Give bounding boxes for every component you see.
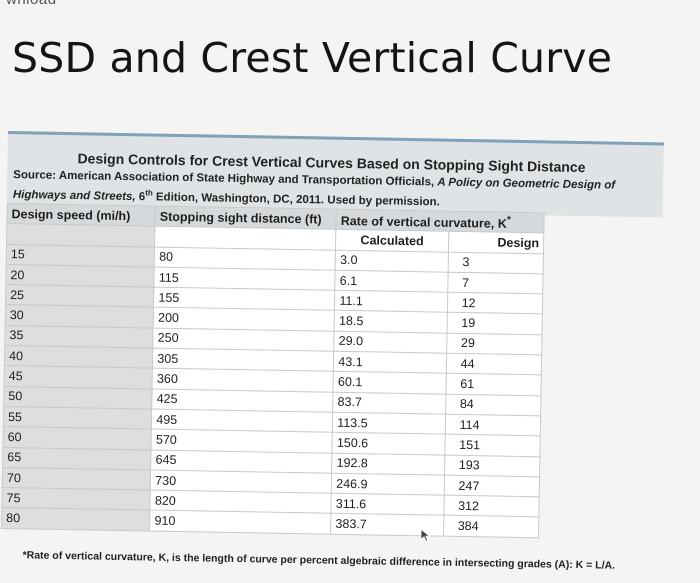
cell-k-calculated: 113.5 [332, 412, 446, 435]
header-design-speed: Design speed (mi/h) [6, 203, 156, 227]
cell-k-calculated: 192.8 [331, 452, 445, 476]
cell-k-calculated: 11.1 [334, 290, 448, 313]
cell-design-speed: 20 [5, 264, 155, 288]
subheader-blank-speed [6, 223, 156, 247]
table-body: 15 80 3.0 3 20 115 6.1 7 25 155 11.1 12 30 200 18.5 19 3… [1, 244, 544, 538]
cell-design-speed: 35 [4, 325, 154, 349]
cell-k-design: 151 [444, 434, 541, 457]
source-text: American Association of State Highway an… [55, 169, 438, 189]
cell-k-calculated: 150.6 [332, 432, 445, 455]
header-rate-footnote-mark: * [506, 214, 511, 226]
cell-design-speed: 45 [4, 365, 153, 389]
cell-k-calculated: 43.1 [333, 351, 447, 374]
source-edition-sup: th [145, 188, 153, 198]
design-controls-document: Design Controls for Crest Vertical Curve… [0, 131, 664, 582]
header-rate-label: Rate of vertical curvature, K [340, 213, 507, 231]
cell-k-design: 61 [445, 373, 542, 396]
cell-stopping-sight-distance: 910 [149, 510, 332, 534]
cell-k-design: 7 [447, 272, 544, 295]
cell-k-design: 44 [445, 353, 542, 376]
cell-k-design: 29 [446, 332, 543, 355]
cell-k-calculated: 246.9 [331, 473, 445, 496]
cell-k-design: 193 [444, 454, 540, 477]
cell-k-design: 84 [445, 393, 541, 416]
cell-k-design: 12 [447, 292, 543, 315]
cell-design-speed: 40 [4, 345, 154, 369]
cell-k-calculated: 60.1 [333, 371, 446, 394]
cell-design-speed: 75 [1, 487, 151, 511]
design-controls-table: Design speed (mi/h) Stopping sight dista… [1, 203, 545, 538]
cell-k-design: 114 [444, 414, 541, 437]
cell-design-speed: 60 [2, 426, 152, 450]
slide-title: SSD and Crest Vertical Curve [12, 34, 613, 82]
table-footnote: *Rate of vertical curvature, K, is the l… [22, 549, 662, 572]
source-label: Source: [13, 169, 57, 182]
cell-k-calculated: 29.0 [334, 331, 447, 354]
cell-k-calculated: 18.5 [334, 310, 448, 333]
subheader-calculated: Calculated [335, 229, 449, 252]
source-edition: 6 [135, 191, 146, 204]
cell-k-design: 19 [446, 312, 543, 335]
cell-design-speed: 25 [5, 284, 155, 308]
cell-design-speed: 70 [2, 467, 151, 491]
cell-design-speed: 80 [1, 507, 151, 531]
cell-design-speed: 65 [2, 447, 152, 470]
cell-k-design: 3 [447, 251, 544, 274]
footnote-text: Rate of vertical curvature, K, is the le… [26, 549, 616, 572]
cell-k-calculated: 3.0 [335, 249, 449, 273]
cell-design-speed: 30 [5, 304, 154, 328]
cell-k-calculated: 83.7 [332, 391, 446, 415]
subheader-design: Design [448, 231, 544, 254]
clipped-heading-text: whload [6, 0, 57, 8]
cell-design-speed: 55 [3, 406, 152, 430]
cell-k-calculated: 311.6 [331, 493, 444, 516]
cell-design-speed: 50 [3, 386, 153, 410]
cell-k-calculated: 6.1 [335, 270, 448, 293]
cell-k-design: 312 [443, 495, 540, 518]
cell-design-speed: 15 [6, 244, 155, 267]
cell-k-design: 247 [443, 475, 540, 497]
cell-k-design: 384 [443, 515, 539, 538]
